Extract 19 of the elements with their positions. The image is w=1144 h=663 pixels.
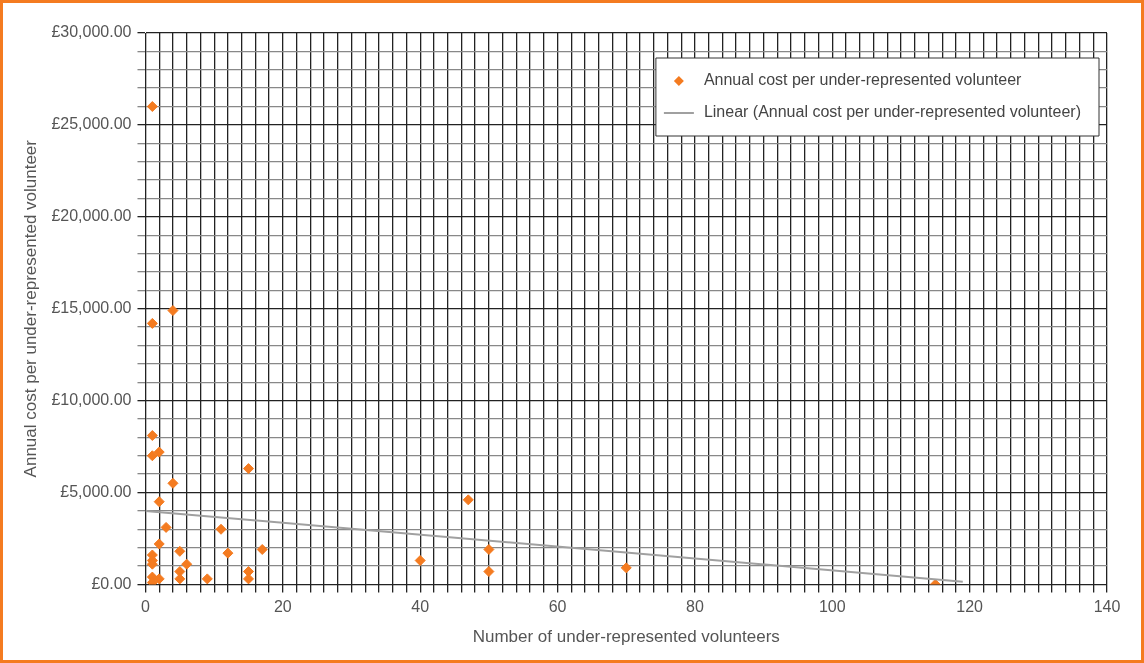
y-tick-label: £25,000.00 <box>51 115 132 133</box>
x-tick-label: 140 <box>1093 598 1121 616</box>
x-tick-label: 60 <box>548 598 567 616</box>
x-tick-label: 80 <box>686 598 704 616</box>
x-tick-label: 120 <box>956 598 984 616</box>
y-tick-label: £20,000.00 <box>51 207 132 225</box>
y-axis-title: Annual cost per under-represented volunteer <box>20 139 40 478</box>
y-tick-label: £5,000.00 <box>60 482 132 500</box>
y-tick-label: £15,000.00 <box>51 299 132 317</box>
legend-label: Annual cost per under-represented volunteer <box>703 71 1023 89</box>
y-tick-label: £30,000.00 <box>51 23 132 41</box>
x-tick-label: 0 <box>141 598 151 616</box>
x-tick-label: 100 <box>818 598 846 616</box>
y-tick-label: £0.00 <box>91 574 132 592</box>
x-tick-label: 20 <box>273 598 292 616</box>
x-tick-label: 40 <box>411 598 430 616</box>
legend-label: Linear (Annual cost per under-represented volunteer) <box>703 103 1081 121</box>
x-axis-title: Number of under-represented volunteers <box>472 627 780 647</box>
y-tick-label: £10,000.00 <box>51 391 132 409</box>
